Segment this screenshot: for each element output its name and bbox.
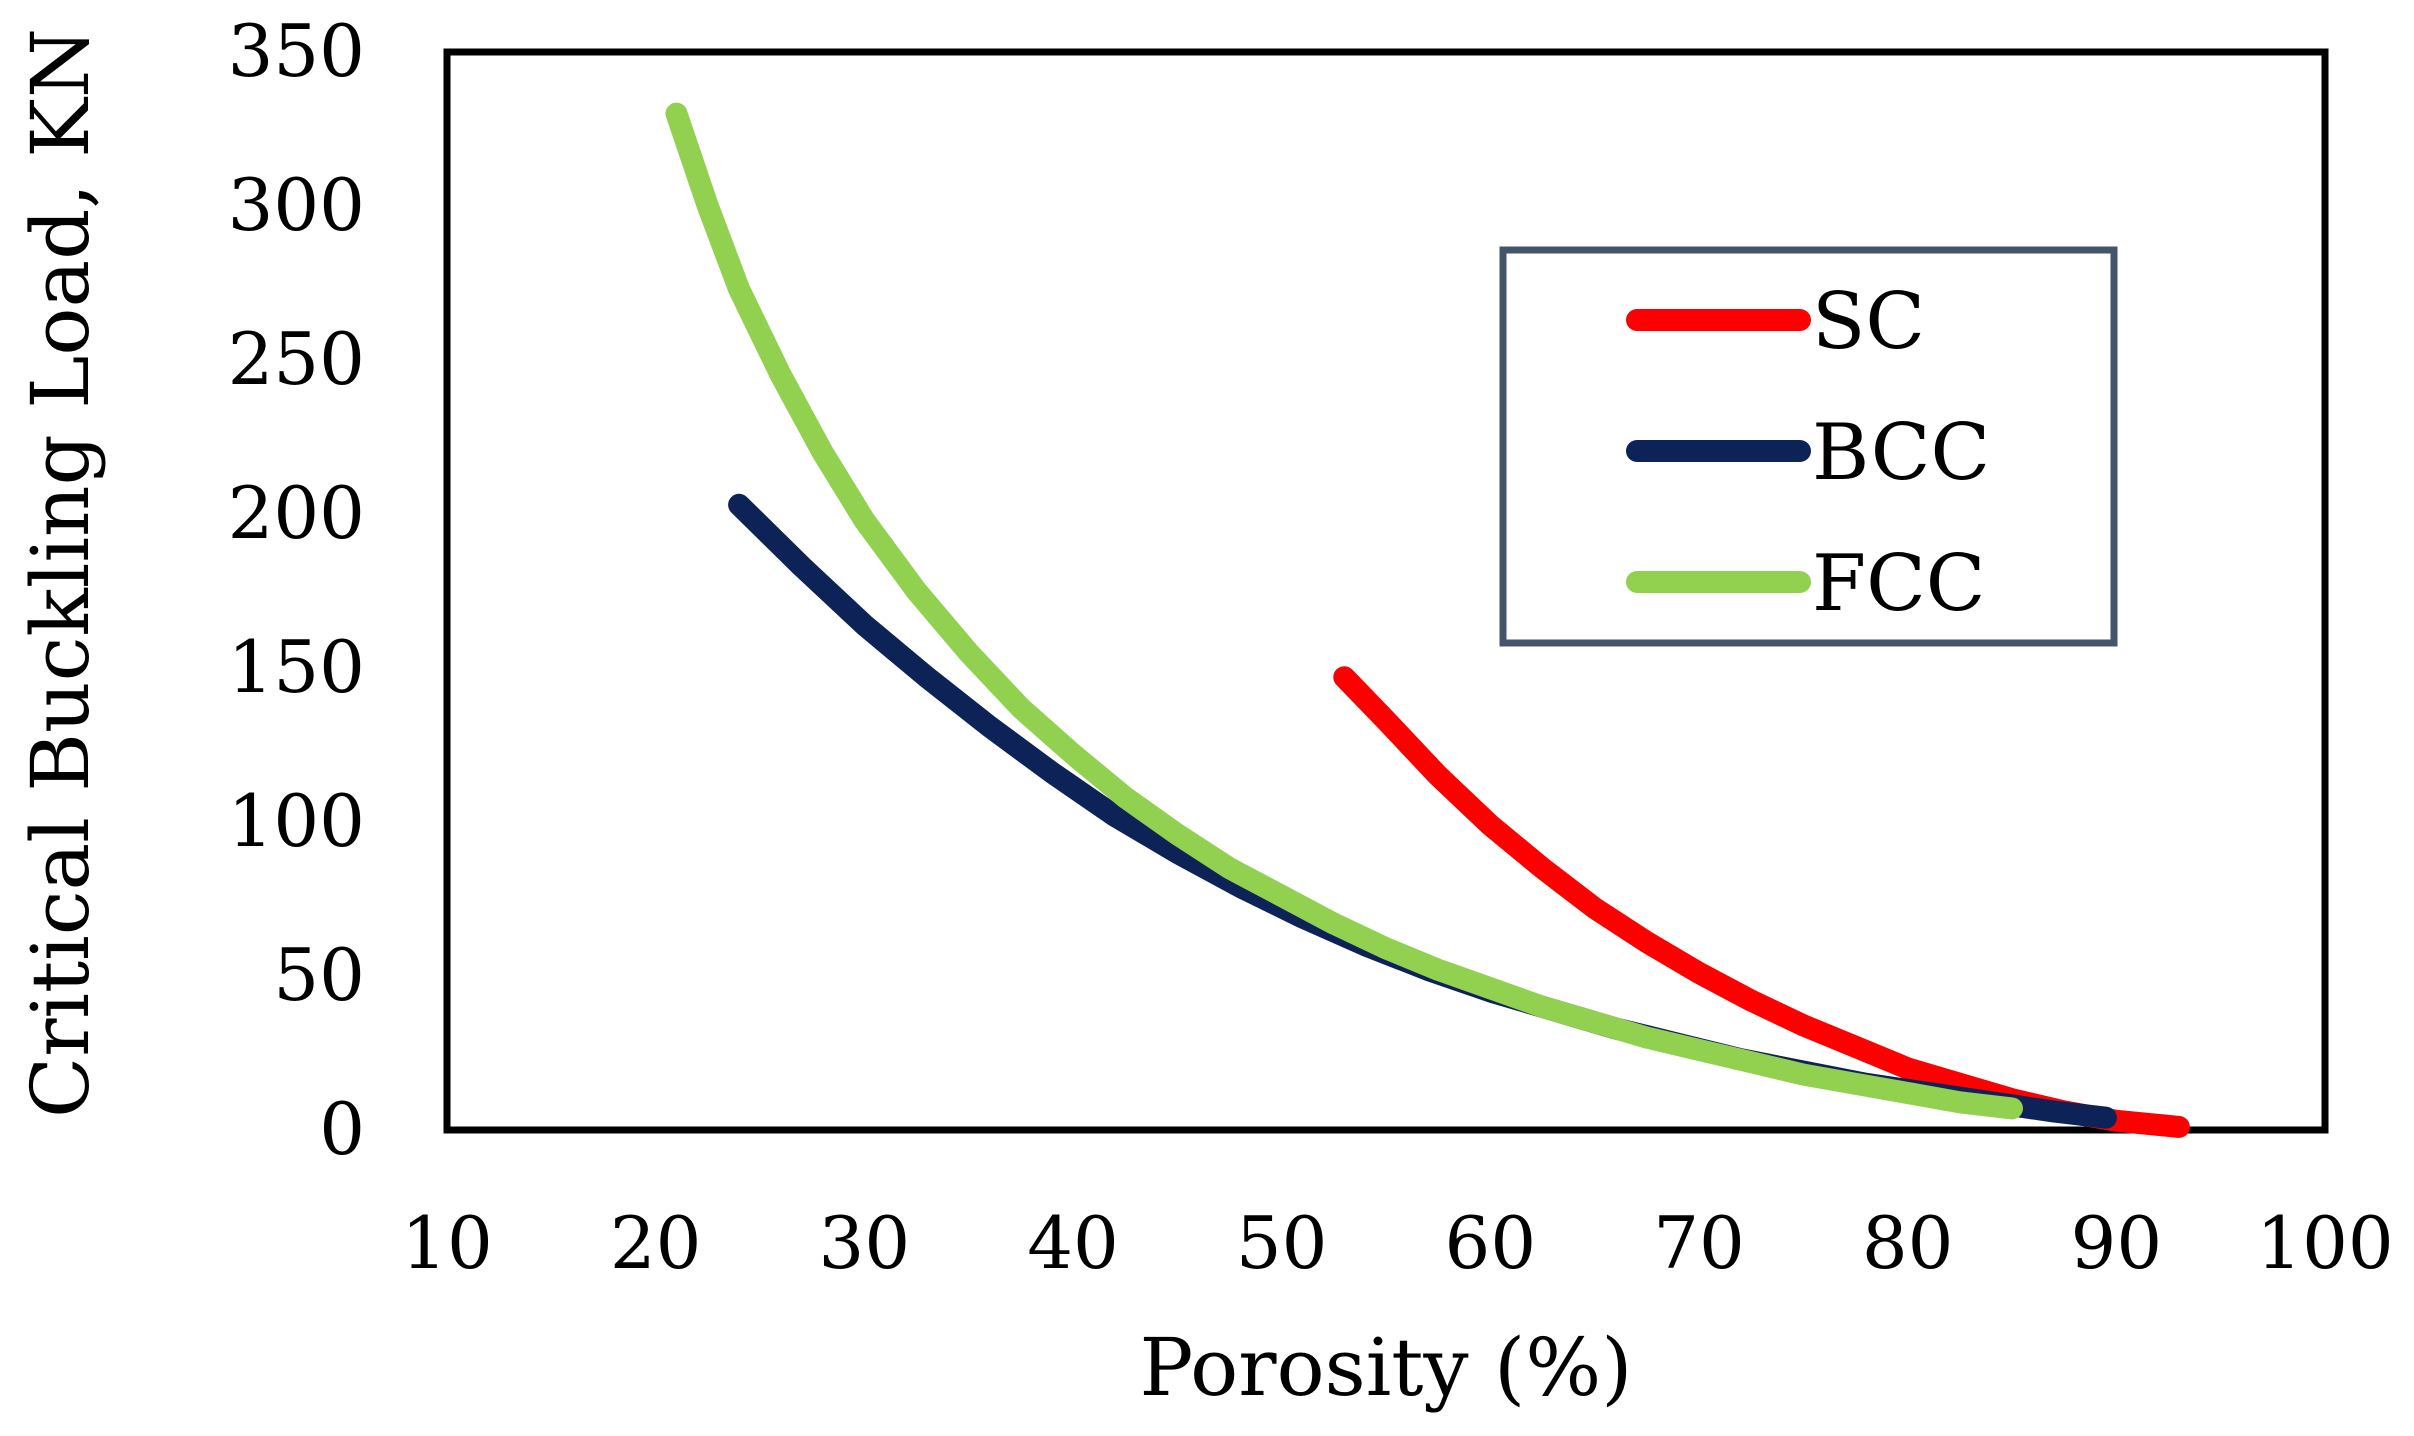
x-tick-label: 50 bbox=[1236, 1201, 1328, 1285]
x-tick-label: 80 bbox=[1862, 1201, 1954, 1285]
legend-items: SC BCC FCC bbox=[1626, 277, 1990, 629]
plot-area-frame bbox=[443, 48, 2329, 1134]
x-tick-label: 90 bbox=[2071, 1201, 2163, 1285]
y-axis-title: Critical Buckling Load, KN bbox=[14, 28, 107, 1118]
y-tick-label: 300 bbox=[228, 163, 365, 247]
legend-label-fcc: FCC bbox=[1812, 539, 1985, 629]
series-layer bbox=[665, 102, 2190, 1138]
x-tick-label: 40 bbox=[1027, 1201, 1119, 1285]
x-axis-ticks: 10 20 30 40 50 60 70 80 90 100 bbox=[401, 1201, 2394, 1285]
y-tick-label: 150 bbox=[228, 625, 365, 709]
y-tick-label: 100 bbox=[228, 779, 365, 863]
y-axis-ticks: 0 50 100 150 200 250 300 350 bbox=[228, 9, 365, 1171]
x-tick-label: 30 bbox=[819, 1201, 911, 1285]
x-tick-label: 100 bbox=[2256, 1201, 2393, 1285]
y-tick-label: 200 bbox=[228, 471, 365, 555]
legend-label-sc: SC bbox=[1812, 277, 1925, 367]
legend: SC BCC FCC bbox=[1499, 246, 2118, 647]
x-tick-label: 20 bbox=[610, 1201, 702, 1285]
y-tick-label: 50 bbox=[273, 933, 365, 1017]
y-tick-label: 0 bbox=[319, 1087, 365, 1171]
x-tick-label: 60 bbox=[1445, 1201, 1537, 1285]
y-tick-label: 350 bbox=[228, 9, 365, 93]
x-tick-label: 70 bbox=[1653, 1201, 1745, 1285]
x-tick-label: 10 bbox=[401, 1201, 493, 1285]
legend-label-bcc: BCC bbox=[1812, 408, 1990, 498]
x-axis-title: Porosity (%) bbox=[1139, 1321, 1632, 1414]
series-line-fcc bbox=[665, 102, 2023, 1120]
y-tick-label: 250 bbox=[228, 317, 365, 401]
